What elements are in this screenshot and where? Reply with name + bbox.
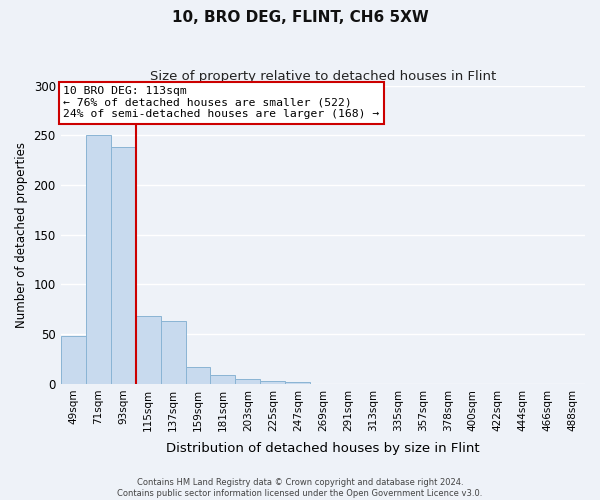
X-axis label: Distribution of detached houses by size in Flint: Distribution of detached houses by size …: [166, 442, 479, 455]
Title: Size of property relative to detached houses in Flint: Size of property relative to detached ho…: [150, 70, 496, 83]
Text: 10 BRO DEG: 113sqm
← 76% of detached houses are smaller (522)
24% of semi-detach: 10 BRO DEG: 113sqm ← 76% of detached hou…: [63, 86, 380, 120]
Bar: [211, 375, 235, 384]
Bar: [286, 382, 310, 384]
Bar: [110, 147, 136, 384]
Bar: [86, 136, 110, 384]
Bar: [61, 336, 86, 384]
Bar: [136, 316, 161, 384]
Bar: [260, 381, 286, 384]
Text: Contains HM Land Registry data © Crown copyright and database right 2024.
Contai: Contains HM Land Registry data © Crown c…: [118, 478, 482, 498]
Text: 10, BRO DEG, FLINT, CH6 5XW: 10, BRO DEG, FLINT, CH6 5XW: [172, 10, 428, 25]
Bar: [161, 321, 185, 384]
Bar: [185, 367, 211, 384]
Y-axis label: Number of detached properties: Number of detached properties: [15, 142, 28, 328]
Bar: [235, 379, 260, 384]
